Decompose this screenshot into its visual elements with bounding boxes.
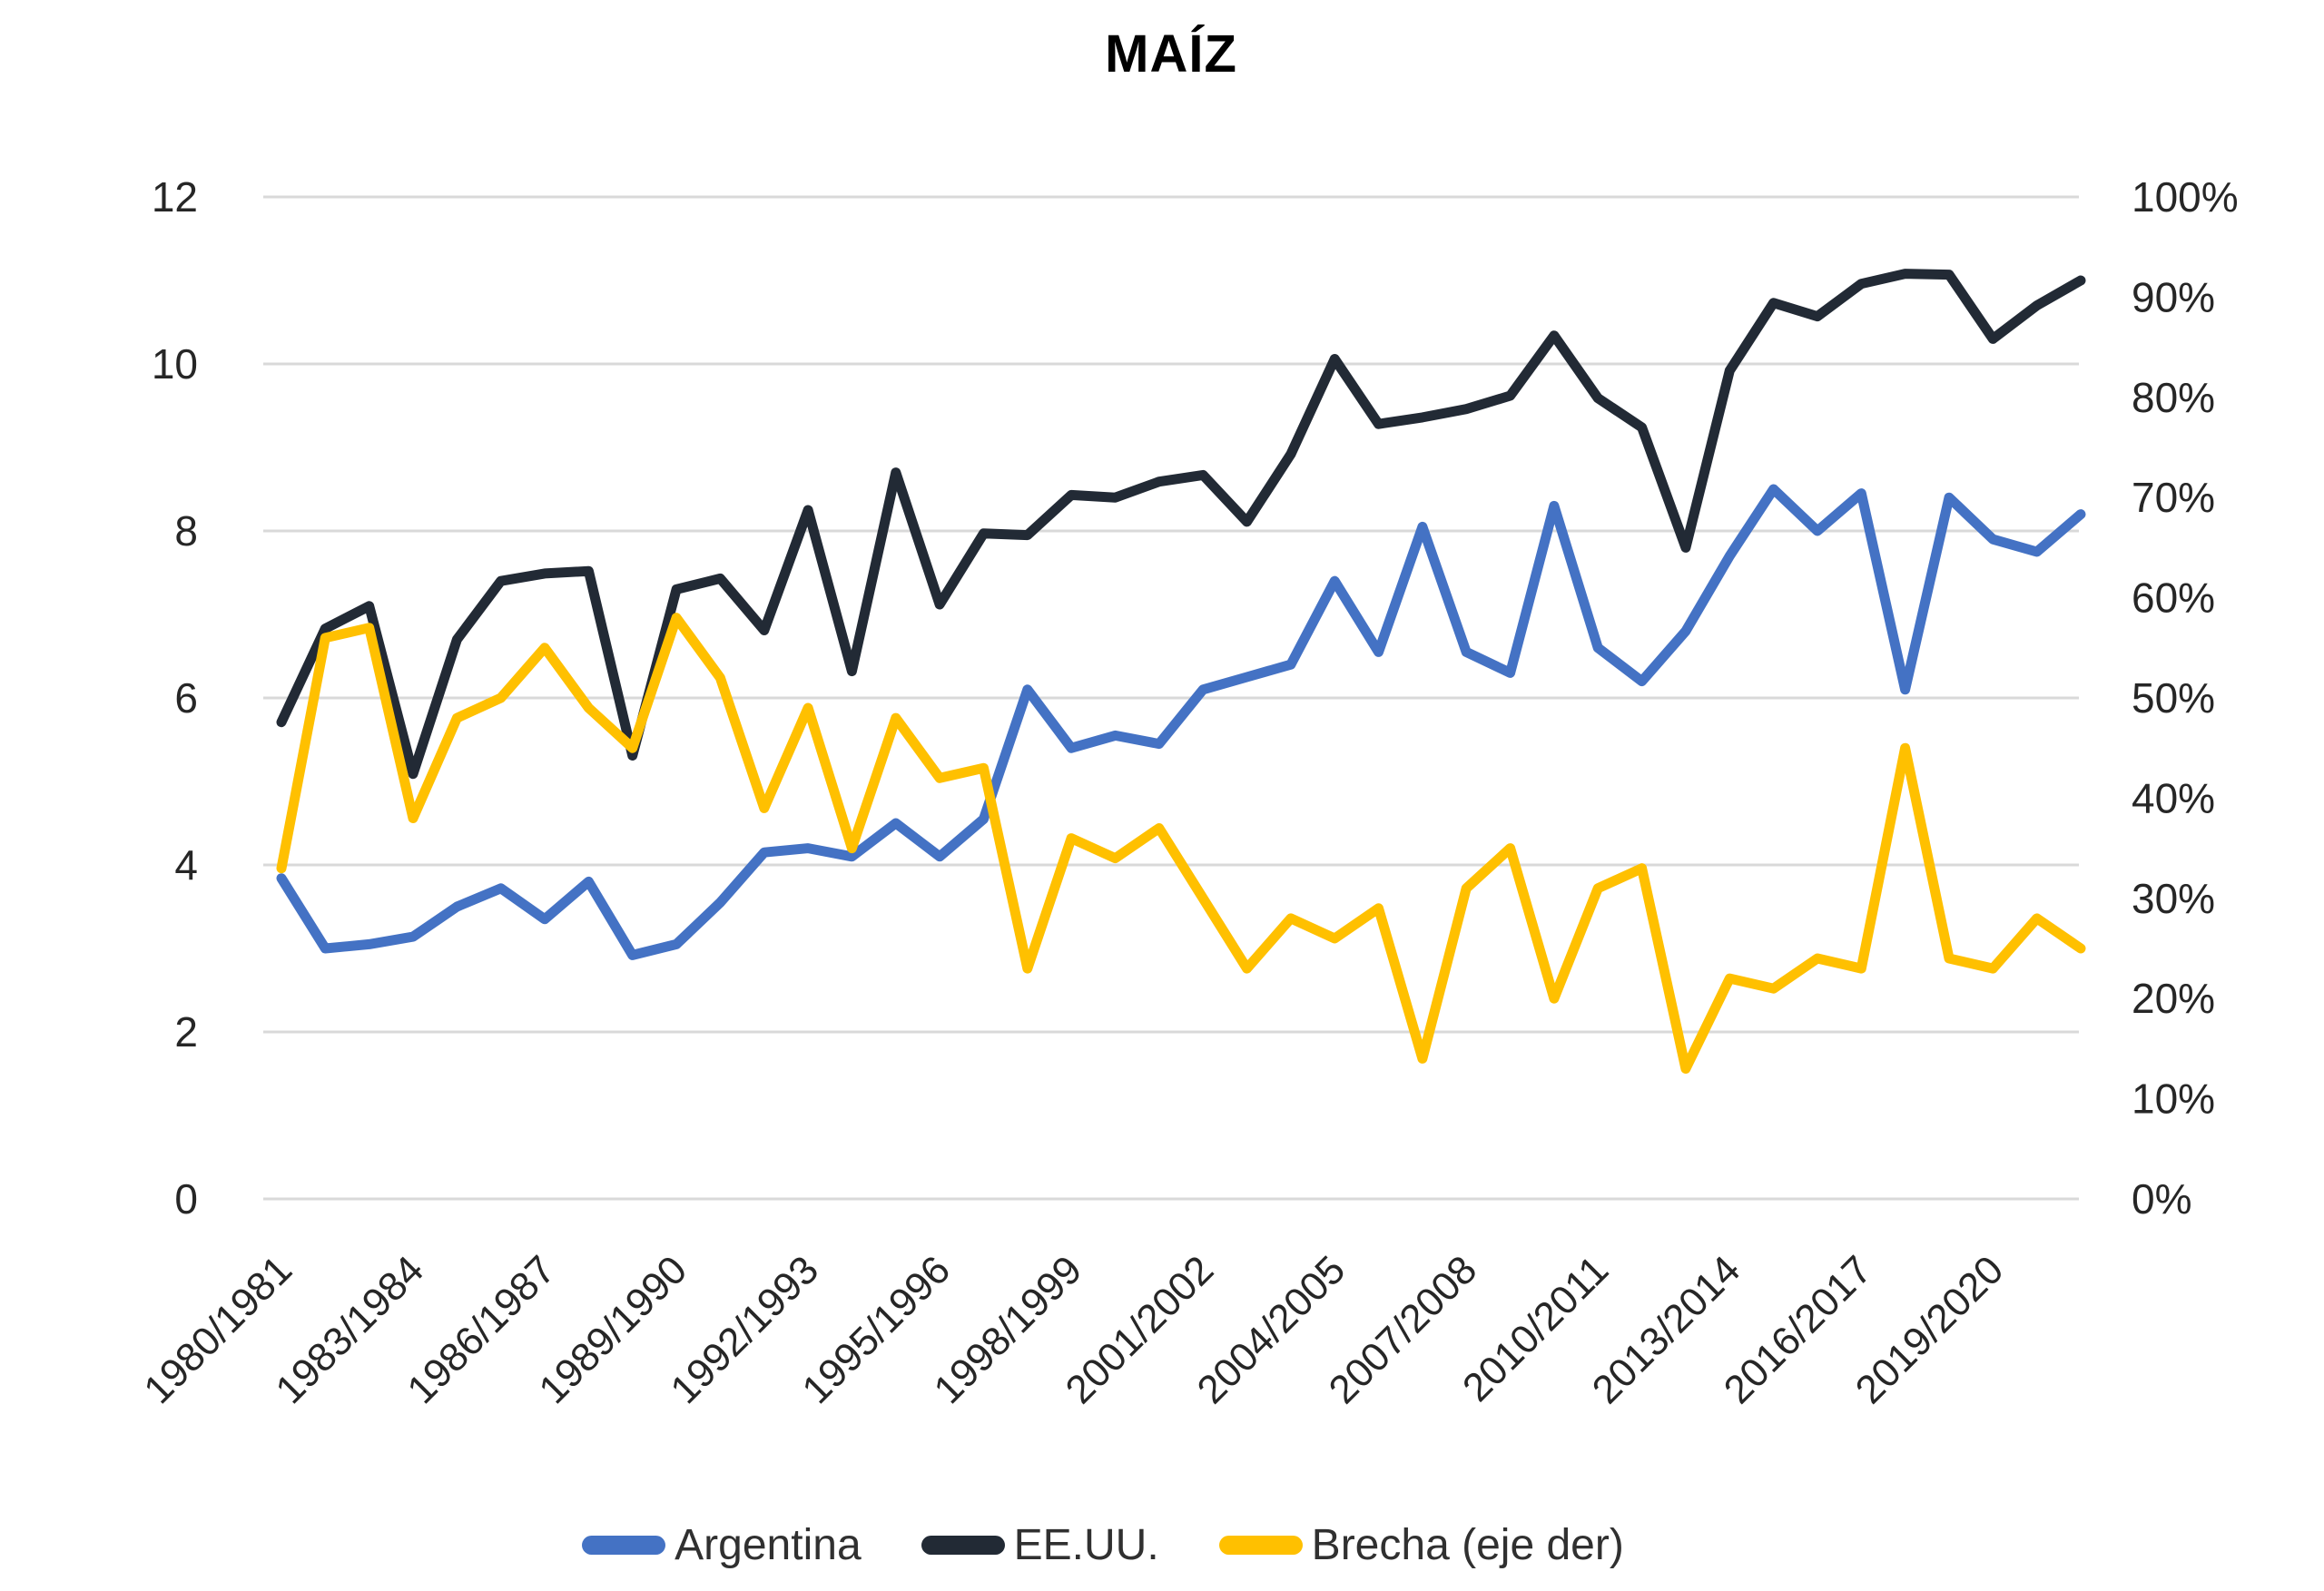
series-line-ee-uu (276, 269, 2086, 780)
right-axis-tick-label: 20% (2132, 975, 2215, 1022)
left-axis-tick-label: 4 (174, 841, 198, 889)
series-line-brecha-eje-der (276, 613, 2086, 1074)
legend-swatch-icon (582, 1536, 666, 1555)
legend-swatch-icon (921, 1536, 1005, 1555)
legend-label: Brecha (eje der) (1311, 1521, 1624, 1569)
right-axis-tick-label: 0% (2132, 1175, 2191, 1223)
left-axis-tick-label: 0 (174, 1175, 198, 1223)
legend-label: EE.UU. (1013, 1521, 1159, 1569)
legend-swatch-icon (1218, 1536, 1303, 1555)
right-axis-tick-label: 50% (2132, 674, 2215, 722)
right-axis-tick-label: 30% (2132, 875, 2215, 922)
legend-item-brecha-eje-der: Brecha (eje der) (1218, 1520, 1624, 1570)
legend-item-ee-uu: EE.UU. (921, 1520, 1159, 1570)
right-axis-tick-label: 90% (2132, 273, 2215, 320)
left-axis-tick-label: 8 (174, 507, 198, 555)
left-axis-tick-label: 10 (152, 340, 198, 388)
right-axis-tick-label: 10% (2132, 1075, 2215, 1123)
right-axis-tick-label: 40% (2132, 774, 2215, 821)
legend-item-argentina: Argentina (582, 1520, 862, 1570)
left-axis-tick-label: 6 (174, 674, 198, 722)
chart-title: MAÍZ (1105, 25, 1237, 83)
left-axis-tick-label: 2 (174, 1008, 198, 1056)
left-axis-tick-label: 12 (152, 173, 198, 221)
right-axis-tick-label: 60% (2132, 575, 2215, 622)
series-line-argentina (276, 484, 2086, 960)
right-axis-tick-label: 70% (2132, 474, 2215, 521)
legend: Argentina EE.UU. Brecha (eje der) (0, 1502, 2265, 1588)
legend-label: Argentina (675, 1521, 862, 1569)
right-axis-tick-label: 100% (2132, 173, 2239, 221)
right-axis-tick-label: 80% (2132, 374, 2215, 421)
